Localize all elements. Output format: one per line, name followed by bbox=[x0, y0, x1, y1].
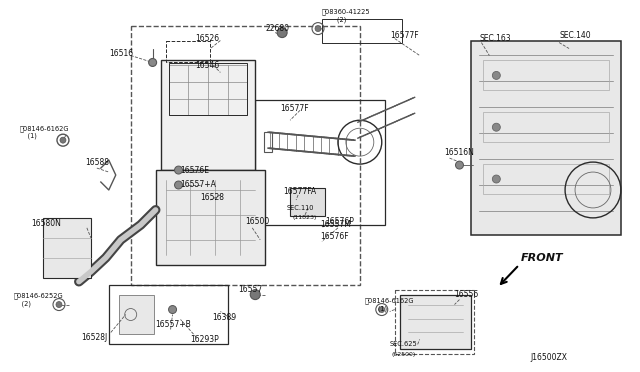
Text: FRONT: FRONT bbox=[521, 253, 564, 263]
Text: 16576P: 16576P bbox=[325, 217, 354, 227]
Bar bbox=[483, 61, 609, 90]
Circle shape bbox=[315, 26, 321, 32]
Text: 16526: 16526 bbox=[195, 34, 220, 43]
Circle shape bbox=[492, 123, 500, 131]
Bar bbox=[156, 170, 265, 265]
Bar bbox=[264, 132, 272, 152]
Circle shape bbox=[456, 161, 463, 169]
Text: 16588: 16588 bbox=[85, 158, 109, 167]
Text: 16500: 16500 bbox=[245, 217, 269, 227]
Circle shape bbox=[277, 28, 287, 38]
Circle shape bbox=[56, 302, 62, 308]
Circle shape bbox=[60, 137, 66, 143]
Text: 16546: 16546 bbox=[195, 61, 220, 70]
Text: 16576E: 16576E bbox=[180, 166, 209, 174]
Bar bbox=[472, 41, 621, 235]
Text: 16580N: 16580N bbox=[31, 219, 61, 228]
Text: ⒲08146-6252G
    (2): ⒲08146-6252G (2) bbox=[13, 292, 63, 307]
Bar bbox=[43, 218, 91, 278]
Bar bbox=[290, 188, 325, 216]
Bar bbox=[109, 285, 228, 344]
Circle shape bbox=[175, 181, 182, 189]
Text: 16577FA: 16577FA bbox=[283, 187, 316, 196]
Text: SEC.163: SEC.163 bbox=[479, 34, 511, 43]
Text: (62500): (62500) bbox=[392, 352, 416, 357]
Bar bbox=[483, 164, 609, 194]
Circle shape bbox=[148, 58, 157, 67]
Bar bbox=[168, 64, 247, 115]
Circle shape bbox=[492, 175, 500, 183]
Text: 16516N: 16516N bbox=[445, 148, 474, 157]
Text: 22680: 22680 bbox=[265, 24, 289, 33]
Circle shape bbox=[250, 290, 260, 299]
Text: J16500ZX: J16500ZX bbox=[530, 353, 567, 362]
Text: 16516: 16516 bbox=[109, 49, 133, 58]
Bar bbox=[131, 26, 360, 285]
Bar bbox=[166, 41, 211, 62]
Bar bbox=[119, 295, 154, 334]
Text: 16528J: 16528J bbox=[81, 333, 107, 342]
Text: SEC.110: SEC.110 bbox=[287, 205, 315, 211]
Text: 16557+A: 16557+A bbox=[180, 180, 216, 189]
Circle shape bbox=[492, 71, 500, 79]
Bar bbox=[255, 100, 385, 225]
Bar bbox=[395, 290, 474, 355]
Text: SEC.140: SEC.140 bbox=[559, 31, 591, 40]
Bar bbox=[400, 295, 472, 349]
Text: 16389: 16389 bbox=[212, 313, 237, 322]
Text: 16557M: 16557M bbox=[320, 220, 351, 230]
Text: SEC.625: SEC.625 bbox=[390, 341, 417, 347]
Bar bbox=[161, 61, 255, 170]
Circle shape bbox=[168, 305, 177, 314]
Text: 16528: 16528 bbox=[200, 193, 225, 202]
Text: ⒲08146-6162G
      (1): ⒲08146-6162G (1) bbox=[365, 298, 414, 312]
Text: 16576F: 16576F bbox=[320, 232, 349, 241]
Text: 16557: 16557 bbox=[238, 285, 262, 294]
Text: 16557+B: 16557+B bbox=[156, 320, 191, 329]
Text: 16577F: 16577F bbox=[390, 31, 419, 40]
Text: (11823): (11823) bbox=[292, 215, 316, 220]
Bar bbox=[322, 19, 402, 42]
Text: ⒲08146-6162G
    (1): ⒲08146-6162G (1) bbox=[19, 125, 68, 139]
Bar bbox=[483, 112, 609, 142]
Circle shape bbox=[379, 307, 385, 312]
Circle shape bbox=[175, 166, 182, 174]
Text: ⒲08360-41225
       (2): ⒲08360-41225 (2) bbox=[322, 9, 371, 23]
Text: 16556: 16556 bbox=[454, 290, 479, 299]
Text: 16577F: 16577F bbox=[280, 104, 308, 113]
Text: 16293P: 16293P bbox=[191, 335, 220, 344]
